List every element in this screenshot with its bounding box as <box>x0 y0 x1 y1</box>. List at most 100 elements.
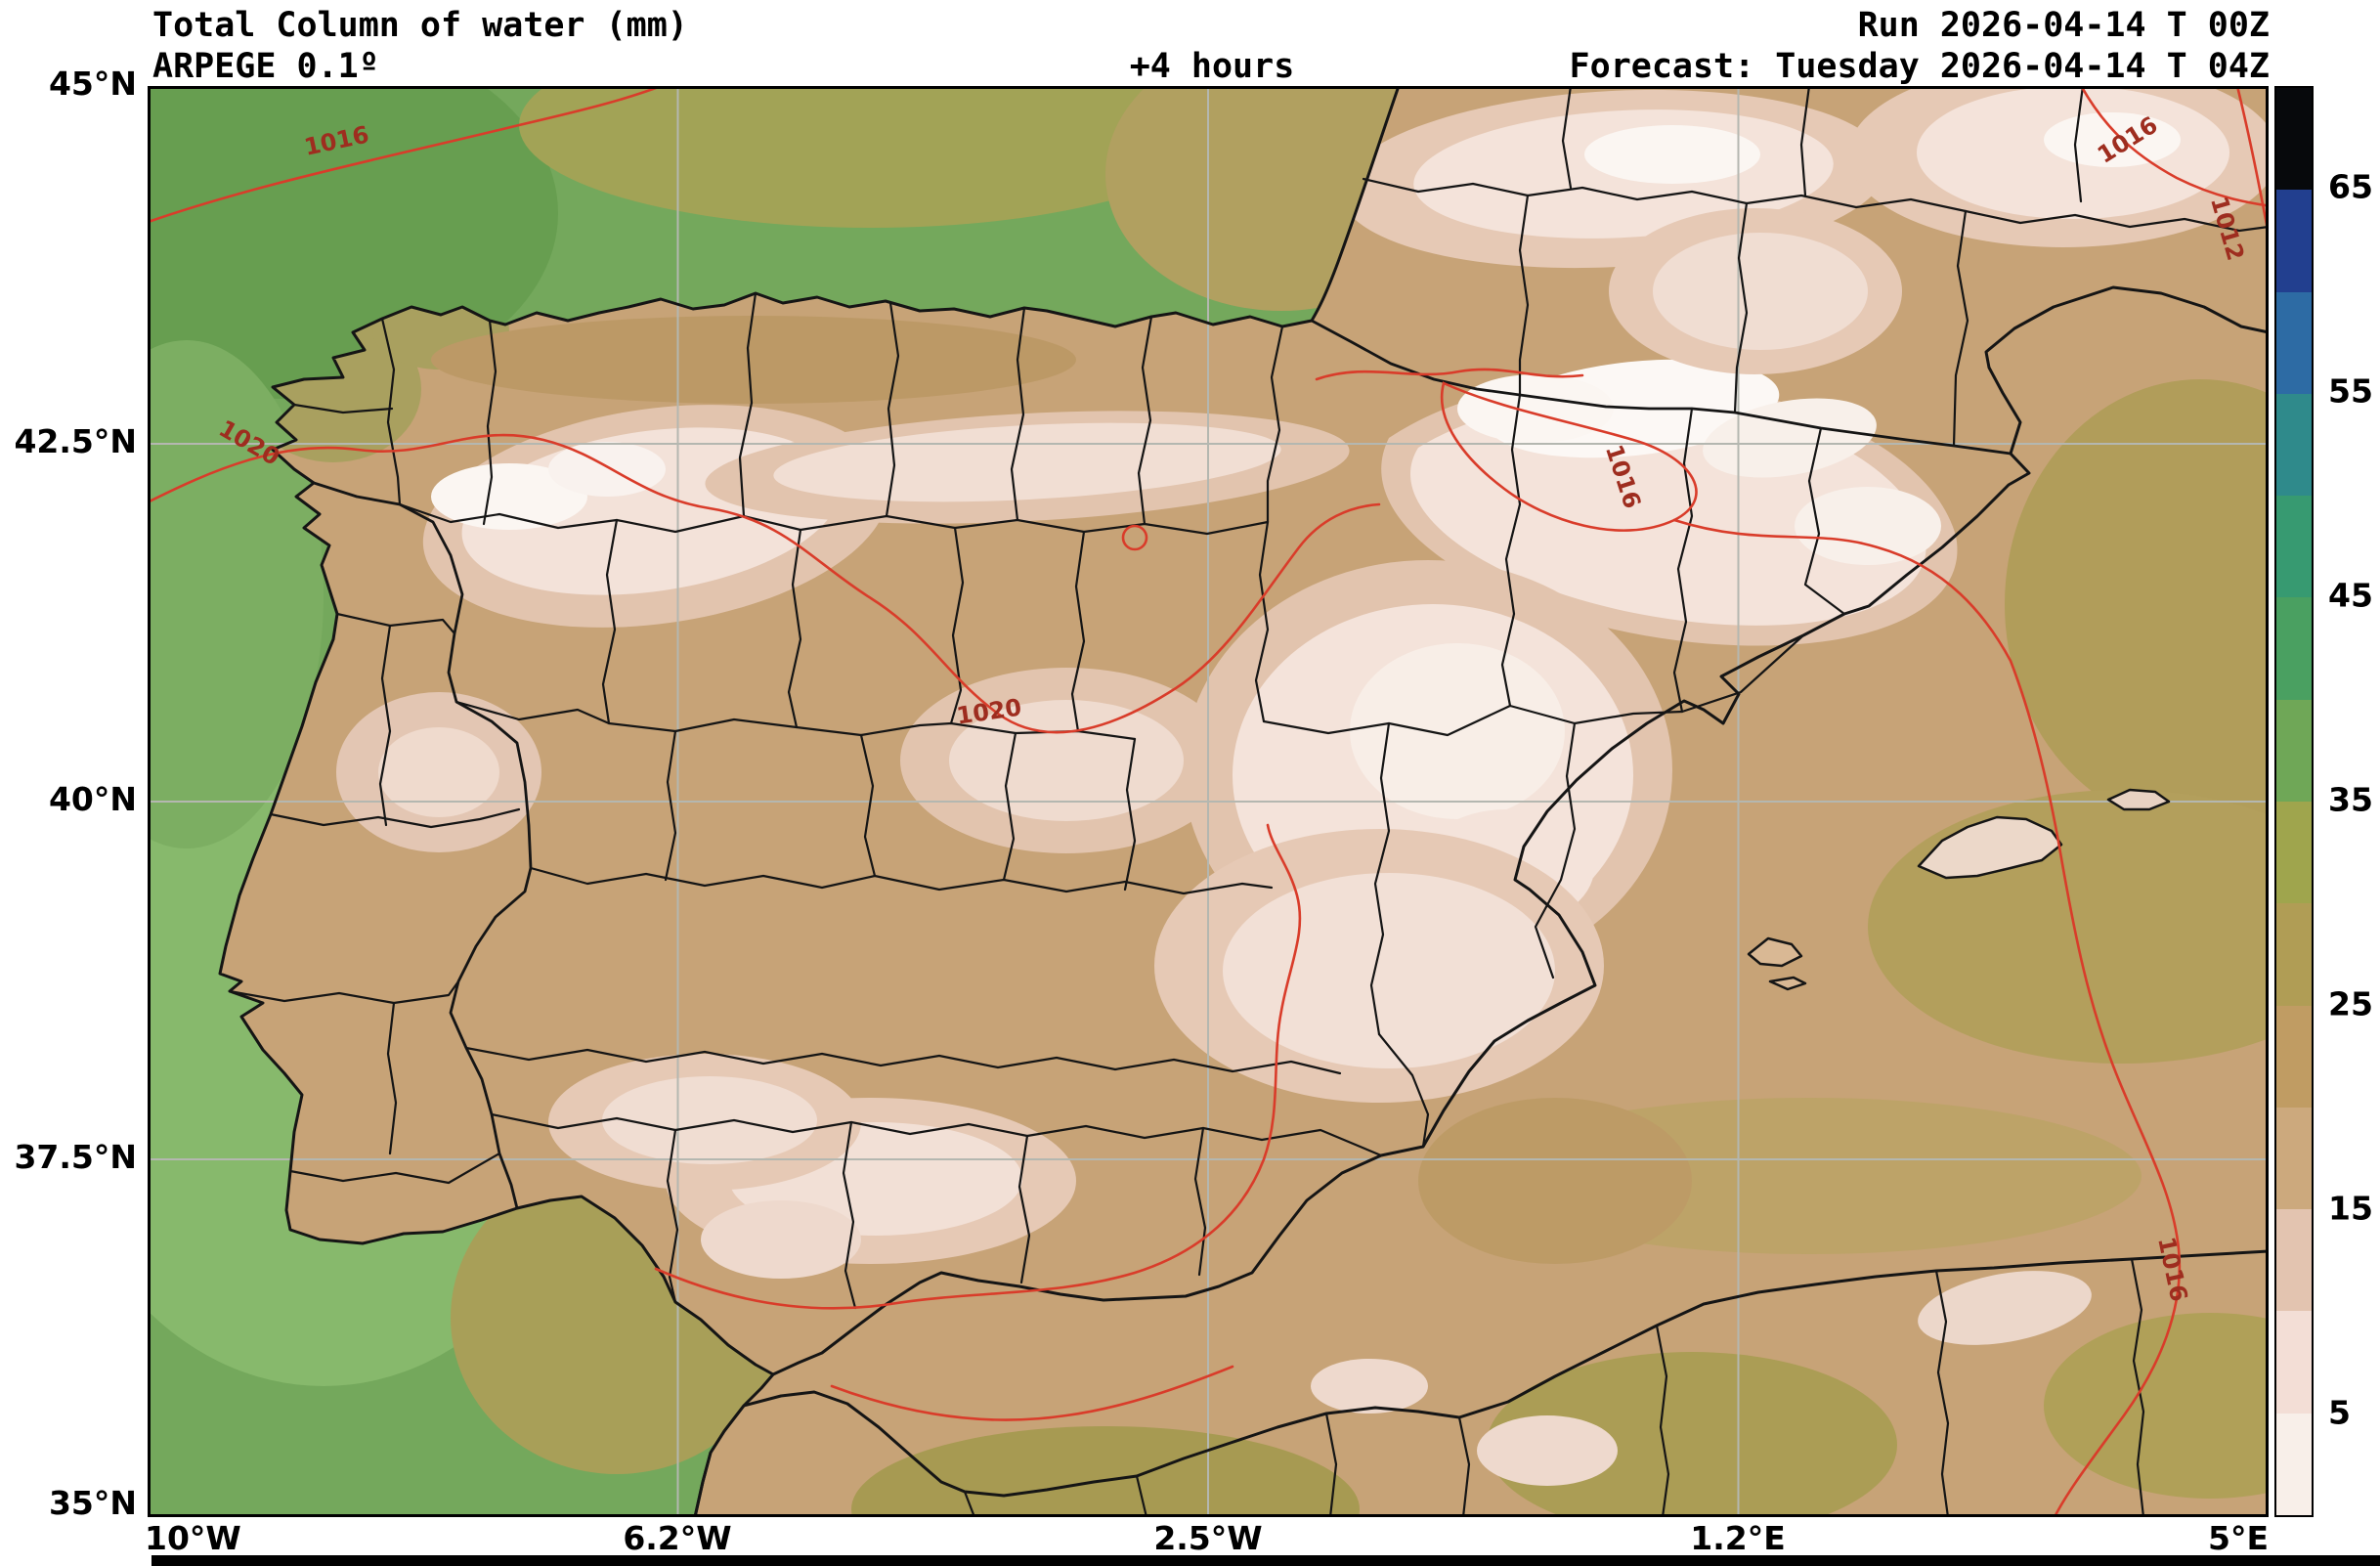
colorbar-segment <box>2276 190 2312 292</box>
colorbar-tick-label: 35 <box>2328 780 2373 819</box>
province-boundary <box>666 1128 679 1304</box>
province-boundary <box>380 317 402 506</box>
colorbar-segment <box>2276 88 2312 191</box>
colorbar-segment <box>2276 1413 2312 1515</box>
colorbar-segment <box>2276 1005 2312 1108</box>
colorbar-segment <box>2276 597 2312 700</box>
province-boundary <box>1500 393 1522 708</box>
africa-boundary <box>1135 1474 1148 1517</box>
colorbar-tick-label: 45 <box>2328 576 2373 615</box>
province-boundary <box>885 301 900 518</box>
isobar-east <box>1672 518 2182 1517</box>
province-boundary <box>1254 520 1270 723</box>
run-label: Run 2026-04-14 T 00Z <box>1857 6 2270 45</box>
balearic-islands <box>1747 788 2171 991</box>
department-boundary <box>2073 86 2085 203</box>
admin-boundaries <box>228 86 2269 1517</box>
colorbar-segment <box>2276 699 2312 802</box>
province-boundary <box>738 291 757 518</box>
province-boundary <box>228 979 460 1005</box>
x-tick-10w: 10°W <box>145 1519 241 1557</box>
province-boundary <box>1534 721 1577 979</box>
graticule <box>148 86 2269 1517</box>
department-boundary <box>1561 86 1573 190</box>
y-tick-35n: 35°N <box>48 1484 137 1522</box>
isobar-1016-nw <box>148 86 665 224</box>
x-tick-5e: 5°E <box>2207 1519 2269 1557</box>
province-boundary <box>1002 731 1017 882</box>
department-boundary <box>1799 86 1811 197</box>
department-boundary <box>1952 209 1969 448</box>
province-boundary <box>292 403 394 414</box>
x-tick-1-2e: 1.2°E <box>1690 1519 1786 1557</box>
y-tick-45n: 45°N <box>48 65 137 103</box>
colorbar-segment <box>2276 903 2312 1006</box>
coastline-africa <box>693 1249 2269 1517</box>
coastline-atlantic <box>218 86 1401 1517</box>
x-tick-2-5w: 2.5°W <box>1153 1519 1263 1557</box>
province-boundary <box>288 1152 501 1185</box>
isobar-south <box>654 823 1302 1310</box>
colorbar-segment <box>2276 1311 2312 1414</box>
y-tick-42-5n: 42.5°N <box>14 422 137 460</box>
y-tick-37-5n: 37.5°N <box>14 1138 137 1176</box>
province-boundary <box>1017 1134 1031 1284</box>
province-boundary <box>464 1046 1342 1075</box>
isobar-ne-branch <box>1315 368 1584 381</box>
department-boundary <box>1964 209 2269 233</box>
province-boundary <box>1137 315 1153 526</box>
coastline-mediterranean-spain <box>771 452 2031 1376</box>
coastline-france-med <box>1984 285 2269 456</box>
africa-boundary <box>1324 1412 1338 1517</box>
colorbar-tick-label: 55 <box>2328 371 2373 411</box>
province-boundary <box>1266 325 1284 524</box>
x-tick-6-2w: 6.2°W <box>623 1519 732 1557</box>
forecast-map: 1016 1020 1020 1016 1016 1012 1016 <box>148 86 2269 1517</box>
forecast-label: Forecast: Tuesday 2026-04-14 T 04Z <box>1569 47 2270 86</box>
isobar-1020-west <box>148 433 1381 734</box>
province-boundary <box>1010 306 1026 522</box>
province-boundary <box>269 807 521 829</box>
isobar-1012-corner-ne <box>2235 86 2269 242</box>
colorbar-segment <box>2276 393 2312 497</box>
province-boundary <box>949 526 965 725</box>
province-boundary <box>1369 721 1391 1036</box>
africa-boundary <box>1655 1324 1670 1517</box>
colorbar-segment <box>2276 1107 2312 1210</box>
province-boundary <box>1070 530 1086 733</box>
isobar-small-loop <box>1121 524 1148 551</box>
isobar-morocco <box>830 1365 1234 1421</box>
colorbar-segment <box>2276 1209 2312 1312</box>
province-boundary <box>1377 1032 1430 1149</box>
border-portugal-spain <box>312 481 533 1210</box>
map-frame <box>148 86 2269 1517</box>
africa-boundary <box>1457 1415 1471 1517</box>
province-boundary <box>1123 737 1137 892</box>
africa-boundary <box>2130 1257 2145 1517</box>
province-boundary <box>787 528 802 729</box>
province-boundary <box>1193 1126 1207 1277</box>
province-boundary <box>859 733 877 878</box>
department-boundary <box>1362 177 1968 213</box>
province-boundary <box>1803 426 1846 616</box>
province-boundary <box>378 624 392 827</box>
colorbar-tick-label: 15 <box>2328 1189 2373 1228</box>
province-boundary <box>601 518 619 725</box>
bottom-bar <box>151 1555 2380 1566</box>
province-boundary <box>842 1120 857 1310</box>
coastlines <box>218 86 2269 1517</box>
isobar-contours <box>148 86 2269 1517</box>
colorbar-tick-label: 25 <box>2328 984 2373 1023</box>
province-boundary <box>335 612 456 635</box>
page-title: Total Column of water (mm) <box>152 6 688 45</box>
province-boundary <box>529 866 1274 895</box>
department-boundary <box>1733 201 1749 414</box>
colorbar <box>2274 86 2314 1517</box>
colorbar-segment <box>2276 291 2312 394</box>
africa-boundary <box>1934 1269 1950 1517</box>
colorbar-segment <box>2276 801 2312 904</box>
colorbar-tick-label: 65 <box>2328 167 2373 206</box>
lead-time-label: +4 hours <box>1129 47 1295 86</box>
province-boundary <box>664 729 677 882</box>
